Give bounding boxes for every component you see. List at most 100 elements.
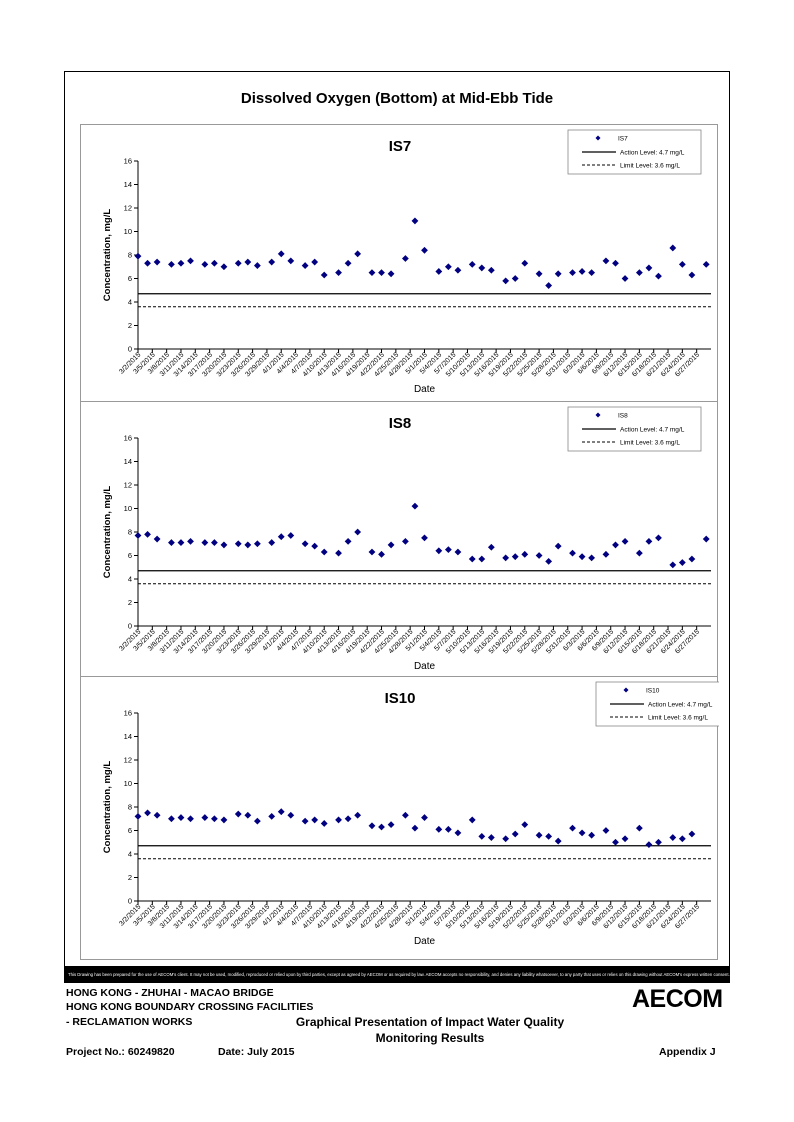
data-point — [411, 824, 419, 832]
data-point — [602, 550, 610, 558]
drawing-frame: Dissolved Oxygen (Bottom) at Mid-Ebb Tid… — [64, 71, 730, 983]
y-tick-label: 10 — [124, 504, 132, 513]
data-point — [511, 553, 519, 561]
data-point — [578, 553, 586, 561]
chart-panel-is8: IS8 0 2 4 6 8 10 12 14 16 Concentration, mg/L 3/2/2… — [80, 401, 718, 677]
data-point — [468, 261, 476, 268]
legend-label-action: Action Level: 4.7 mg/L — [648, 702, 713, 709]
disclaimer-text: This Drawing has been prepared for the u… — [64, 966, 730, 983]
data-point — [444, 263, 452, 271]
data-point — [244, 811, 252, 819]
aecom-logo: AECOM — [632, 985, 723, 1013]
data-point — [612, 838, 619, 846]
data-point — [444, 825, 452, 833]
data-point — [521, 550, 529, 558]
data-point — [277, 533, 285, 541]
data-point — [220, 816, 228, 824]
data-point — [234, 259, 242, 267]
y-tick-label: 16 — [124, 157, 132, 166]
data-point — [301, 262, 309, 269]
chart-title: IS7 — [389, 138, 412, 155]
data-point — [569, 549, 576, 557]
data-point — [578, 829, 586, 837]
y-tick-label: 12 — [124, 481, 132, 490]
data-point — [468, 816, 476, 824]
y-tick-label: 0 — [128, 622, 132, 631]
data-point — [612, 541, 619, 549]
data-point — [187, 538, 194, 545]
data-point — [354, 811, 362, 819]
data-point — [688, 830, 696, 838]
data-point — [244, 258, 252, 266]
data-point — [635, 824, 643, 832]
report-title: Graphical Presentation of Impact Water Q… — [250, 1014, 610, 1046]
project-number: Project No.: 60249820 — [66, 1046, 175, 1058]
data-point — [335, 816, 342, 824]
legend-label-limit: Limit Level: 3.6 mg/L — [648, 715, 708, 722]
data-point — [487, 266, 495, 274]
data-point — [368, 822, 376, 830]
y-tick-label: 2 — [128, 321, 132, 330]
data-point — [344, 259, 352, 267]
data-point — [502, 554, 510, 562]
data-point — [645, 538, 653, 545]
y-tick-label: 4 — [128, 298, 132, 307]
data-point — [411, 502, 419, 510]
data-point — [177, 259, 185, 267]
data-point — [177, 539, 185, 546]
data-point — [502, 835, 510, 843]
data-point — [487, 543, 495, 551]
y-tick-label: 16 — [124, 709, 132, 718]
data-point — [220, 541, 228, 549]
data-point — [588, 831, 596, 839]
data-point — [387, 270, 395, 278]
data-point — [602, 827, 610, 834]
y-tick-label: 4 — [128, 850, 132, 859]
report-title-line-1: Graphical Presentation of Impact Water Q… — [295, 1015, 565, 1029]
y-tick-label: 10 — [124, 779, 132, 788]
data-point — [320, 820, 328, 827]
data-point — [655, 272, 662, 280]
data-point — [635, 549, 643, 557]
data-point — [435, 825, 443, 833]
data-point — [655, 534, 662, 542]
data-point — [411, 217, 419, 225]
data-point — [402, 811, 409, 819]
data-point — [287, 811, 295, 819]
data-point — [478, 555, 486, 563]
data-point — [168, 815, 175, 823]
data-point — [378, 823, 385, 831]
project-line-1: HONG KONG - ZHUHAI - MACAO BRIDGE — [66, 987, 274, 999]
data-point — [201, 814, 209, 821]
data-point — [554, 837, 562, 845]
data-point — [545, 832, 553, 840]
data-point — [320, 271, 328, 279]
x-axis-label: Date — [414, 936, 436, 947]
data-point — [645, 264, 653, 272]
y-tick-label: 6 — [128, 826, 132, 835]
data-point — [153, 811, 161, 819]
data-point — [678, 261, 686, 268]
data-point — [511, 275, 519, 282]
data-point — [454, 829, 462, 837]
data-point — [621, 275, 629, 282]
data-point — [402, 538, 409, 545]
chart-panel-is7: IS7 0 2 4 6 8 10 12 14 16 Concentration, mg/L 3/2/2… — [80, 124, 718, 402]
y-tick-label: 2 — [128, 598, 132, 607]
data-point — [335, 269, 342, 277]
data-point — [244, 541, 252, 549]
data-point — [211, 815, 218, 823]
y-tick-label: 8 — [128, 803, 132, 812]
data-point — [287, 532, 295, 539]
data-point — [444, 546, 452, 554]
data-point — [678, 835, 686, 843]
data-point — [153, 535, 161, 543]
project-line-2: HONG KONG BOUNDARY CROSSING FACILITIES — [66, 1001, 314, 1013]
data-point — [554, 270, 562, 278]
data-point — [421, 246, 428, 254]
data-point — [435, 268, 443, 275]
data-point — [387, 541, 395, 549]
data-point — [344, 815, 352, 823]
data-point — [645, 841, 653, 848]
